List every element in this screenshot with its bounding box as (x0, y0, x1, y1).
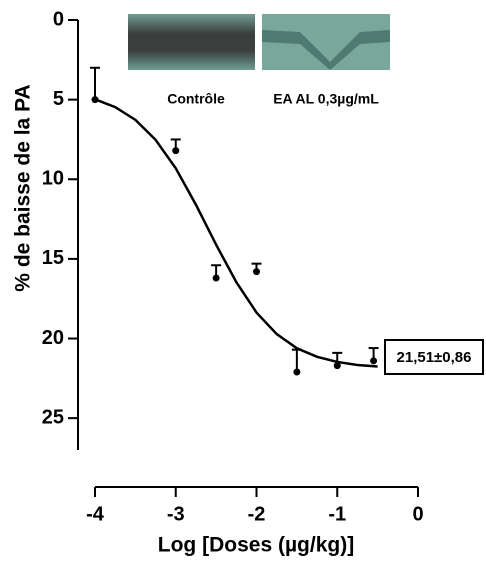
y-tick-label: 20 (42, 327, 64, 349)
y-tick-label: 5 (53, 88, 64, 110)
y-tick-label: 15 (42, 247, 64, 269)
fit-curve (94, 98, 378, 368)
point (333, 362, 341, 370)
x-tick-label: 0 (412, 503, 423, 525)
x-tick-label: -4 (86, 503, 105, 525)
inset-control (128, 14, 255, 70)
point (91, 96, 99, 104)
point (253, 268, 260, 276)
x-tick-label: -2 (248, 503, 266, 525)
point (212, 274, 220, 282)
inset-label: Contrôle (167, 91, 225, 107)
point (293, 368, 301, 376)
x-tick-label: -1 (328, 503, 346, 525)
point (172, 147, 180, 155)
inset-trace (262, 30, 390, 70)
annotation-box (384, 339, 484, 375)
y-axis-title: % de baisse de la PA (12, 84, 35, 291)
y-tick-label: 10 (42, 168, 64, 190)
x-tick-label: -3 (167, 503, 185, 525)
y-tick-label: 25 (42, 406, 64, 428)
y-tick-label: 0 (53, 8, 64, 30)
annotation: 21,51±0,86 (397, 349, 472, 366)
inset-label: EA AL 0,3µg/mL (273, 91, 379, 107)
x-axis-title: Log [Doses (µg/kg)] (158, 534, 354, 557)
point (370, 357, 378, 365)
